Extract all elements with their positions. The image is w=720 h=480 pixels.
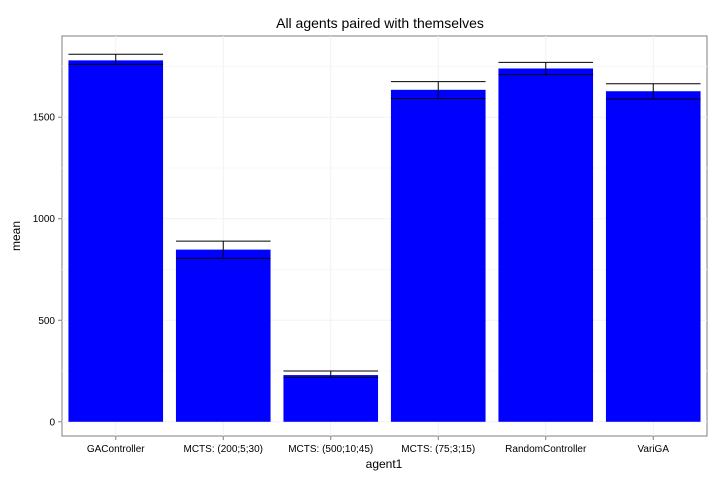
x-tick-label: MCTS: (200;5;30) (184, 444, 263, 455)
y-tick-label: 0 (49, 417, 55, 428)
chart-title: All agents paired with themselves (276, 15, 484, 31)
x-tick-label: MCTS: (500;10;45) (288, 444, 373, 455)
y-axis-ticks: 0 500 1000 1500 (33, 113, 62, 428)
bar (68, 60, 164, 422)
x-tick-label: MCTS: (75;3;15) (401, 444, 475, 455)
x-tick-label: VariGA (638, 444, 670, 455)
bar (605, 91, 701, 422)
y-tick-label: 500 (38, 316, 55, 327)
bar (390, 89, 486, 422)
bar (283, 375, 379, 422)
bars (68, 60, 701, 422)
error-bars (68, 53, 701, 379)
x-tick-label: GAController (87, 444, 145, 455)
y-tick-label: 1000 (33, 214, 56, 225)
y-axis-label: mean (9, 221, 23, 251)
bar (498, 68, 594, 422)
plot-panel (61, 35, 708, 437)
x-tick-label: RandomController (505, 444, 587, 455)
x-axis-ticks: GAController MCTS: (200;5;30) MCTS: (500;1… (87, 436, 669, 455)
bar (175, 249, 271, 422)
y-tick-label: 1500 (33, 113, 56, 124)
x-axis-label: agent1 (366, 457, 403, 471)
